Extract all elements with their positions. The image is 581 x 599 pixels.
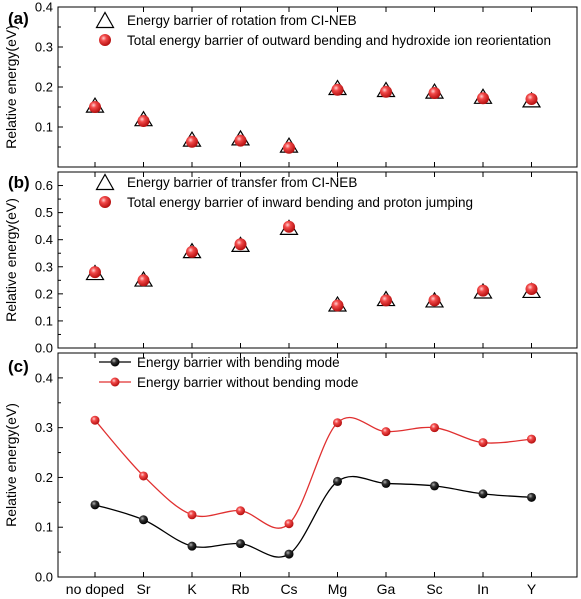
- line-point: [187, 510, 197, 520]
- y-axis-label: Relative energy(eV): [3, 403, 19, 527]
- line-point: [236, 539, 245, 549]
- sphere-point: [186, 245, 198, 258]
- x-tick-label: Sr: [137, 581, 151, 597]
- line-point: [430, 481, 439, 491]
- x-tick-label: Rb: [232, 581, 250, 597]
- line-point: [187, 541, 197, 551]
- x-tick-label: no doped: [66, 581, 124, 597]
- y-tick-label: 0.1: [35, 313, 53, 328]
- line-point: [139, 471, 148, 481]
- line-point: [333, 418, 342, 428]
- sphere-point: [331, 83, 344, 96]
- y-tick-label: 0.5: [35, 205, 53, 220]
- panel-c: 0.0 0.1 0.2 0.3 0.4 Relative energy(eV) (c) Ene…: [3, 352, 578, 585]
- line-point: [430, 423, 439, 433]
- panel-label: (c): [8, 357, 29, 376]
- panel-label: (b): [8, 173, 30, 192]
- line-point: [478, 489, 488, 499]
- legend-entry: Total energy barrier of inward bending a…: [127, 195, 473, 210]
- sphere-point: [525, 282, 538, 295]
- legend-entry: Total energy barrier of outward bending …: [127, 33, 551, 48]
- sphere-point: [137, 274, 150, 287]
- y-tick-label: 0.0: [35, 341, 53, 356]
- line-point: [284, 549, 294, 559]
- plot-frame: [57, 171, 578, 349]
- y-tick-label: 0.4: [35, 370, 53, 385]
- line-point: [90, 500, 100, 510]
- line-point: [527, 492, 536, 502]
- sphere-point: [234, 134, 247, 147]
- y-tick-label: 0.1: [35, 520, 53, 535]
- sphere-point: [380, 85, 392, 98]
- line-point: [381, 478, 391, 488]
- legend-entry: Energy barrier without bending mode: [137, 375, 358, 390]
- sphere-point: [428, 87, 441, 99]
- legend-triangle-marker: [95, 173, 115, 191]
- x-tick-label: Ga: [377, 581, 396, 597]
- y-axis-label: Relative energy(eV): [3, 198, 19, 322]
- line-point: [478, 438, 488, 448]
- x-tick-label: In: [477, 581, 489, 597]
- sphere-point: [283, 141, 295, 154]
- panel-label: (a): [8, 9, 29, 28]
- sphere-point: [137, 115, 150, 127]
- sphere-point: [89, 266, 101, 279]
- y-tick-label: 0.4: [35, 0, 53, 15]
- line-point: [139, 515, 148, 525]
- sphere-point: [477, 284, 489, 297]
- panel-a: 0.1 0.2 0.3 0.4 Relative energy(eV)(a) Energy…: [3, 0, 578, 168]
- y-tick-label: 0.3: [35, 259, 53, 274]
- y-tick-label: 0.3: [35, 40, 53, 55]
- line-point: [90, 415, 100, 425]
- y-axis-label: Relative energy(eV): [3, 25, 19, 149]
- line-point: [284, 519, 294, 529]
- sphere-point: [234, 238, 247, 251]
- y-tick-label: 0.0: [35, 570, 53, 585]
- legend-triangle-marker: [95, 11, 115, 29]
- legend-entry: Energy barrier of transfer from CI-NEB: [127, 175, 357, 190]
- sphere-point: [89, 101, 101, 113]
- sphere-point: [186, 135, 198, 148]
- x-tick-label: Sc: [426, 581, 442, 597]
- y-tick-label: 0.1: [35, 120, 53, 135]
- legend-sphere-marker: [99, 196, 111, 208]
- legend-sphere-marker: [99, 34, 111, 46]
- line-point: [527, 434, 536, 444]
- plot-frame: [57, 352, 578, 578]
- line-point: [381, 427, 391, 437]
- x-tick-label: Y: [527, 581, 537, 597]
- series-line: [94, 476, 532, 558]
- sphere-point: [283, 220, 295, 233]
- legend-line-marker: [110, 377, 120, 387]
- x-tick-label: Cs: [280, 581, 297, 597]
- sphere-point: [477, 92, 489, 105]
- y-tick-label: 0.3: [35, 420, 53, 435]
- sphere-point: [428, 294, 441, 307]
- sphere-point: [525, 93, 538, 105]
- sphere-point: [380, 294, 392, 307]
- y-tick-label: 0.6: [35, 178, 53, 193]
- x-tick-label: K: [187, 581, 197, 597]
- series-line: [94, 416, 532, 529]
- plot-frame: [57, 6, 578, 168]
- x-tick-label: Mg: [328, 581, 347, 597]
- sphere-point: [331, 299, 344, 312]
- line-point: [333, 476, 342, 486]
- y-tick-label: 0.2: [35, 470, 53, 485]
- line-point: [236, 506, 245, 516]
- legend-entry: Energy barrier with bending mode: [137, 355, 340, 370]
- legend-line-marker: [110, 357, 120, 367]
- legend-entry: Energy barrier of rotation from CI-NEB: [127, 13, 357, 28]
- y-tick-label: 0.2: [35, 80, 53, 95]
- panel-b: 0.0 0.1 0.2 0.3 0.4 0.5 0.6 Relative energy(eV)…: [3, 171, 578, 356]
- y-tick-label: 0.2: [35, 286, 53, 301]
- y-tick-label: 0.4: [35, 232, 53, 247]
